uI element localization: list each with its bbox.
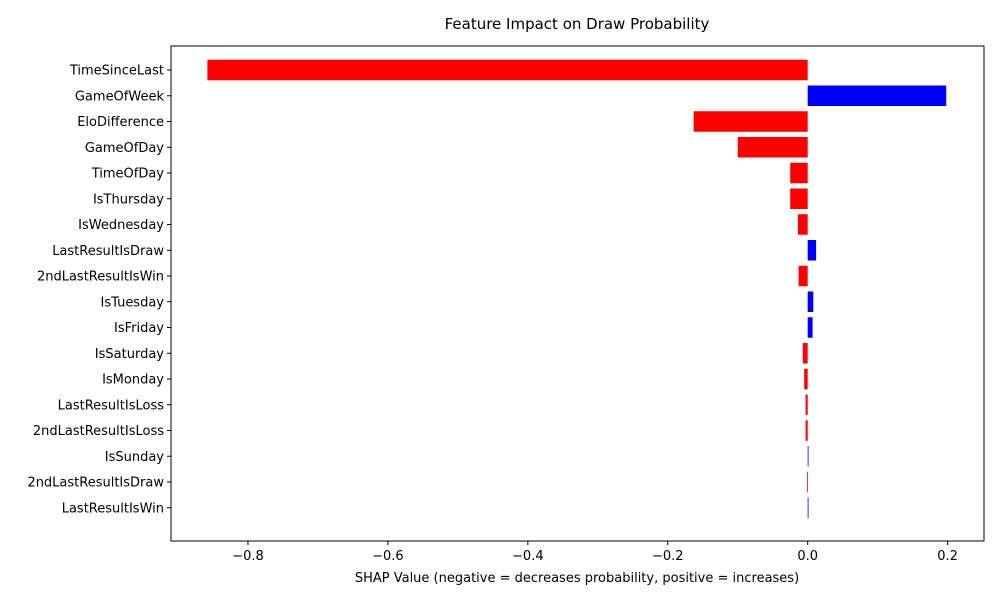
x-tick-label: −0.6 <box>372 549 404 564</box>
bar-IsWednesday <box>797 214 808 235</box>
bar-LastResultIsDraw <box>807 240 817 261</box>
x-tick-label: 0.0 <box>797 549 818 564</box>
y-tick-label: IsSunday <box>105 450 165 465</box>
y-tick-label: GameOfDay <box>85 141 164 156</box>
bar-IsFriday <box>807 317 813 338</box>
bar-IsSaturday <box>802 343 808 364</box>
bar-IsThursday <box>790 188 808 209</box>
x-axis-label: SHAP Value (negative = decreases probabi… <box>355 571 799 586</box>
y-tick-label: IsSaturday <box>95 347 164 362</box>
y-tick-label: IsTuesday <box>101 295 165 310</box>
y-tick-label: EloDifference <box>77 115 164 130</box>
chart-title: Feature Impact on Draw Probability <box>445 15 710 33</box>
y-tick-label: 2ndLastResultIsDraw <box>27 476 164 491</box>
y-tick-label: IsFriday <box>114 321 164 336</box>
y-tick-label: IsWednesday <box>78 218 164 233</box>
y-tick-label: 2ndLastResultIsLoss <box>33 424 164 439</box>
bar-GameOfWeek <box>807 85 947 106</box>
x-tick-label: −0.8 <box>232 549 264 564</box>
bars-group <box>207 59 947 518</box>
bar-2ndLastResultIsLoss <box>805 420 808 441</box>
bar-TimeOfDay <box>790 162 808 184</box>
x-tick-label: −0.4 <box>512 549 544 564</box>
plot-frame <box>170 45 985 542</box>
bar-LastResultIsWin <box>807 497 809 518</box>
bar-LastResultIsLoss <box>805 394 808 415</box>
bar-IsSunday <box>807 446 809 467</box>
y-tick-label: IsThursday <box>93 192 164 207</box>
y-tick-label: TimeOfDay <box>91 167 165 182</box>
bar-2ndLastResultIsWin <box>798 265 808 287</box>
y-axis: TimeSinceLast GameOfWeek EloDifference Game… <box>27 64 171 516</box>
bar-2ndLastResultIsDraw <box>806 471 808 493</box>
y-tick-label: 2ndLastResultIsWin <box>37 270 164 285</box>
bar-EloDifference <box>693 111 808 132</box>
y-tick-label: LastResultIsLoss <box>58 398 165 413</box>
y-tick-label: TimeSinceLast <box>69 64 164 79</box>
x-axis: −0.8 −0.6 −0.4 −0.2 0.0 0.2 <box>232 541 958 564</box>
x-tick-label: −0.2 <box>652 549 684 564</box>
y-tick-label: LastResultIsDraw <box>52 244 164 259</box>
bar-IsMonday <box>804 368 808 390</box>
bar-IsTuesday <box>807 291 814 312</box>
y-tick-label: LastResultIsWin <box>62 501 164 516</box>
x-tick-label: 0.2 <box>937 549 958 564</box>
y-tick-label: IsMonday <box>102 373 164 388</box>
bar-GameOfDay <box>737 137 808 158</box>
y-tick-label: GameOfWeek <box>75 89 165 104</box>
bar-TimeSinceLast <box>207 59 808 81</box>
